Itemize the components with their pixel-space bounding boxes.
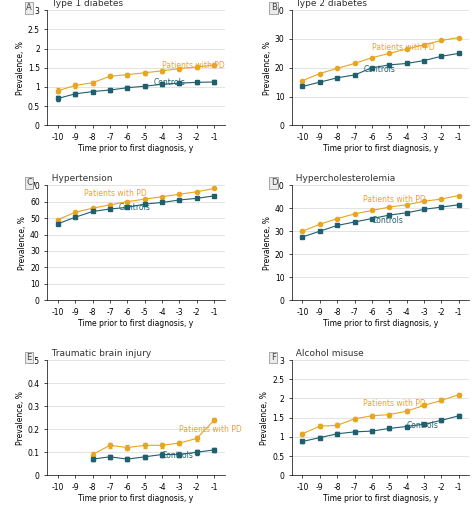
Text: D: D bbox=[271, 178, 277, 187]
X-axis label: Time prior to first diagnosis, y: Time prior to first diagnosis, y bbox=[78, 494, 194, 503]
X-axis label: Time prior to first diagnosis, y: Time prior to first diagnosis, y bbox=[78, 144, 194, 153]
Text: Type 1 diabetes: Type 1 diabetes bbox=[46, 0, 123, 8]
Y-axis label: Prevalence, %: Prevalence, % bbox=[16, 391, 25, 445]
Text: Patients with PD: Patients with PD bbox=[372, 43, 435, 52]
Text: Patients with PD: Patients with PD bbox=[363, 399, 426, 408]
Y-axis label: Prevalence, %: Prevalence, % bbox=[16, 41, 25, 95]
Text: Controls: Controls bbox=[363, 64, 395, 74]
Text: B: B bbox=[271, 3, 277, 12]
Text: Hypertension: Hypertension bbox=[46, 174, 112, 183]
Text: Controls: Controls bbox=[372, 217, 404, 225]
Text: Patients with PD: Patients with PD bbox=[363, 195, 426, 203]
Text: Controls: Controls bbox=[118, 203, 151, 212]
X-axis label: Time prior to first diagnosis, y: Time prior to first diagnosis, y bbox=[323, 494, 438, 503]
Text: Alcohol misuse: Alcohol misuse bbox=[290, 349, 364, 358]
X-axis label: Time prior to first diagnosis, y: Time prior to first diagnosis, y bbox=[323, 319, 438, 328]
Y-axis label: Prevalence, %: Prevalence, % bbox=[261, 391, 269, 445]
Text: Patients with PD: Patients with PD bbox=[84, 189, 146, 198]
Y-axis label: Prevalence, %: Prevalence, % bbox=[18, 216, 27, 270]
Text: Controls: Controls bbox=[407, 422, 438, 430]
Text: Patients with PD: Patients with PD bbox=[162, 61, 225, 70]
Text: Controls: Controls bbox=[154, 78, 185, 87]
Text: C: C bbox=[26, 178, 32, 187]
Text: Controls: Controls bbox=[162, 451, 194, 460]
Y-axis label: Prevalence, %: Prevalence, % bbox=[263, 216, 272, 270]
Text: E: E bbox=[26, 353, 31, 362]
Text: Patients with PD: Patients with PD bbox=[180, 425, 242, 434]
X-axis label: Time prior to first diagnosis, y: Time prior to first diagnosis, y bbox=[78, 319, 194, 328]
Text: Type 2 diabetes: Type 2 diabetes bbox=[290, 0, 367, 8]
Text: F: F bbox=[271, 353, 275, 362]
X-axis label: Time prior to first diagnosis, y: Time prior to first diagnosis, y bbox=[323, 144, 438, 153]
Y-axis label: Prevalence, %: Prevalence, % bbox=[263, 41, 272, 95]
Text: Hypercholesterolemia: Hypercholesterolemia bbox=[290, 174, 395, 183]
Text: A: A bbox=[26, 3, 32, 12]
Text: Traumatic brain injury: Traumatic brain injury bbox=[46, 349, 151, 358]
